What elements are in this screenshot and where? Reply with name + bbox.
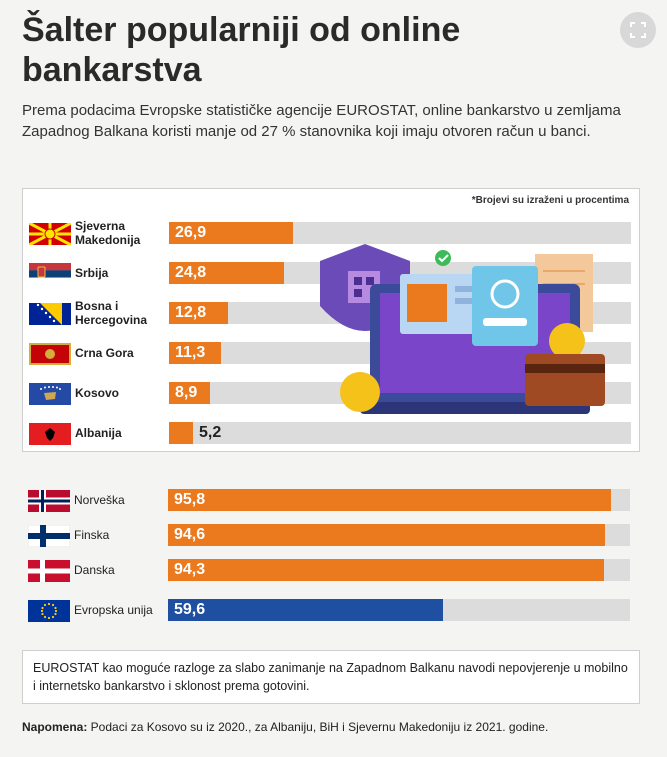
bar-eu (168, 599, 444, 621)
bar-north-macedonia (169, 222, 294, 244)
bar-serbia (169, 262, 284, 284)
value-label: 8,9 (175, 384, 198, 401)
category-label: Albanija (75, 426, 122, 440)
bar-bosnia (169, 302, 229, 324)
category-label: Danska (74, 563, 115, 577)
value-label: 94,6 (174, 526, 206, 543)
bar-norway (168, 489, 611, 511)
value-label: 94,3 (174, 561, 206, 578)
bar-finland (168, 524, 606, 546)
value-label: 59,6 (174, 601, 206, 618)
flag-denmark-icon (28, 560, 70, 582)
flag-serbia-icon (29, 263, 71, 285)
subtitle: Prema podacima Evropske statističke agen… (22, 102, 621, 140)
category-label: Crna Gora (75, 346, 134, 360)
online-banking-illustration (320, 244, 605, 414)
flag-norway-icon (28, 490, 70, 512)
bar-track: 95,8 (168, 489, 630, 511)
flag-north-macedonia-icon (29, 223, 71, 245)
bar-denmark (168, 559, 604, 581)
value-label: 11,3 (175, 344, 206, 361)
bar-row: Finska 94,6 (22, 517, 638, 553)
value-label: 5,2 (199, 424, 222, 441)
value-label: 26,9 (175, 224, 207, 241)
flag-eu-icon (28, 600, 70, 622)
bar-row: Evropska unija 59,6 (22, 592, 638, 628)
footnote: Napomena: Podaci za Kosovo su iz 2020., … (22, 720, 549, 734)
category-label: Srbija (75, 266, 109, 280)
page-title: Šalter popularniji od online bankarstva (22, 11, 461, 89)
bar-montenegro (169, 342, 222, 364)
bar-kosovo (169, 382, 211, 404)
bar-track: 59,6 (168, 599, 630, 621)
flag-finland-icon (28, 525, 70, 547)
value-label: 12,8 (175, 304, 207, 321)
europe-panel: Norveška 95,8 Finska 94,6 Danska 94,3 (22, 482, 638, 632)
bar-track: 26,9 (169, 222, 631, 244)
expand-icon (630, 22, 646, 38)
category-label: Bosna i Hercegovina (75, 299, 148, 327)
bar-track: 94,6 (168, 524, 630, 546)
value-label: 95,8 (174, 491, 206, 508)
bar-row: Albanija 5,2 (23, 415, 639, 451)
category-label: Kosovo (75, 386, 120, 400)
category-label: Norveška (74, 493, 125, 507)
explanation-box: EUROSTAT kao moguće razloge za slabo zan… (22, 650, 640, 704)
value-label: 24,8 (175, 264, 207, 281)
flag-albania-icon (29, 423, 71, 445)
flag-kosovo-icon (29, 383, 71, 405)
flag-bosnia-icon (29, 303, 71, 325)
flag-montenegro-icon (29, 343, 71, 365)
bar-track: 94,3 (168, 559, 630, 581)
bar-albania (169, 422, 194, 444)
bar-row: Norveška 95,8 (22, 482, 638, 518)
bar-track: 5,2 (169, 422, 631, 444)
bar-row: Sjeverna Makedonija 26,9 (23, 215, 639, 251)
category-label: Sjeverna Makedonija (75, 219, 141, 247)
fullscreen-button[interactable] (620, 12, 656, 48)
bar-row: Danska 94,3 (22, 552, 638, 588)
unit-note: *Brojevi su izraženi u procentima (471, 195, 629, 206)
category-label: Evropska unija (74, 603, 153, 617)
category-label: Finska (74, 528, 110, 542)
